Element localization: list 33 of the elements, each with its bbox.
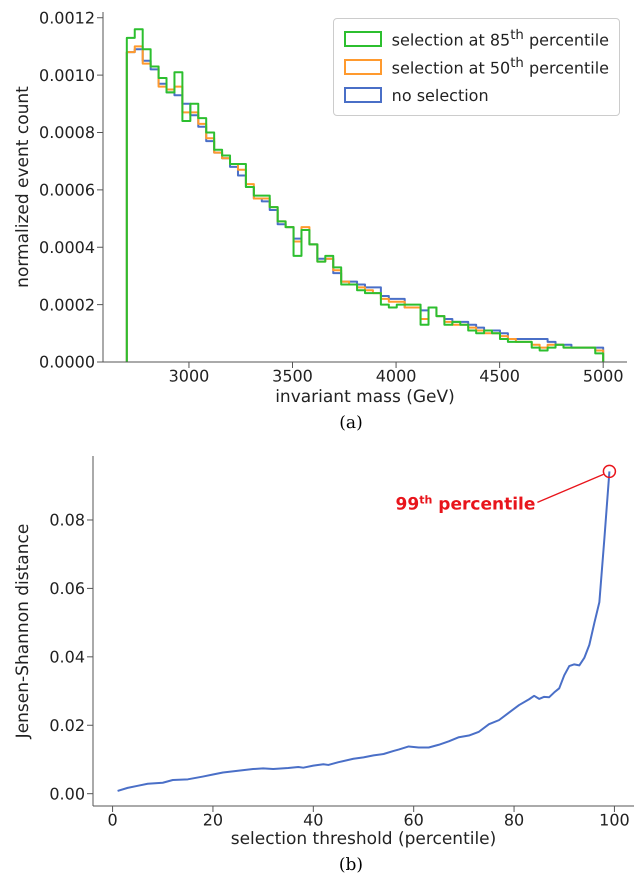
y-tick-label: 0.08 <box>49 510 85 530</box>
y-tick-label: 0.00 <box>49 784 85 804</box>
x-tick-label: 5000 <box>582 366 624 386</box>
x-tick-label: 40 <box>303 810 324 830</box>
y-tick-label: 0.0012 <box>39 8 95 28</box>
x-tick-label: 60 <box>404 810 424 830</box>
legend-label: selection at 50$^{th}$ percentile <box>392 56 609 78</box>
y-tick-label: 0.0004 <box>39 238 95 257</box>
y-tick-label: 0.04 <box>49 648 85 667</box>
y-tick-label: 0.0008 <box>39 123 95 142</box>
x-tick-label: 3500 <box>272 366 313 386</box>
legend-label: no selection <box>392 86 489 104</box>
x-tick-label: 20 <box>202 810 224 830</box>
y-tick-label: 0.0010 <box>39 66 95 85</box>
x-tick-label: 3000 <box>168 366 210 386</box>
x-tick-label: 0 <box>107 810 118 830</box>
y-axis-title: normalized event count <box>13 86 34 288</box>
y-tick-label: 0.06 <box>49 579 85 598</box>
x-tick-label: 100 <box>599 810 630 830</box>
x-tick-label: 4000 <box>376 366 416 386</box>
x-axis-title: invariant mass (GeV) <box>275 387 455 407</box>
y-tick-label: 0.0006 <box>39 180 95 200</box>
x-axis-title: selection threshold (percentile) <box>230 829 496 849</box>
text: (b) <box>338 854 364 877</box>
text: (a) <box>338 412 364 435</box>
y-tick-label: 0.0002 <box>39 295 95 314</box>
annotation: 99$^{th}$ percentile <box>396 492 536 514</box>
y-tick-label: 0.0000 <box>39 352 95 372</box>
x-tick-label: 80 <box>504 810 524 830</box>
x-tick-label: 4500 <box>479 366 520 386</box>
y-axis-title: Jensen-Shannon distance <box>13 524 34 740</box>
legend-label: selection at 85$^{th}$ percentile <box>392 28 609 50</box>
y-tick-label: 0.02 <box>49 716 85 735</box>
